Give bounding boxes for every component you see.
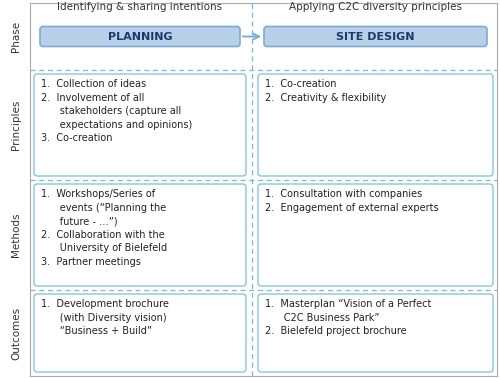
FancyBboxPatch shape xyxy=(34,184,246,286)
FancyBboxPatch shape xyxy=(40,26,240,46)
FancyBboxPatch shape xyxy=(34,74,246,176)
Text: 1.  Workshops/Series of
      events (“Planning the
      future - …”)
2.  Colla: 1. Workshops/Series of events (“Planning… xyxy=(41,189,167,267)
FancyArrowPatch shape xyxy=(243,34,259,39)
Text: 1.  Collection of ideas
2.  Involvement of all
      stakeholders (capture all
 : 1. Collection of ideas 2. Involvement of… xyxy=(41,79,192,143)
FancyBboxPatch shape xyxy=(258,74,493,176)
FancyBboxPatch shape xyxy=(258,184,493,286)
FancyBboxPatch shape xyxy=(264,26,487,46)
Text: Principles: Principles xyxy=(11,100,21,150)
FancyBboxPatch shape xyxy=(258,294,493,372)
Text: PLANNING: PLANNING xyxy=(108,31,172,42)
Text: 1.  Consultation with companies
2.  Engagement of external experts: 1. Consultation with companies 2. Engage… xyxy=(265,189,438,212)
Text: Applying C2C diversity principles: Applying C2C diversity principles xyxy=(289,2,462,12)
Text: Outcomes: Outcomes xyxy=(11,307,21,359)
Text: 1.  Development brochure
      (with Diversity vision)
      “Business + Build”: 1. Development brochure (with Diversity … xyxy=(41,299,169,336)
Text: Identifying & sharing intentions: Identifying & sharing intentions xyxy=(58,2,222,12)
FancyBboxPatch shape xyxy=(34,294,246,372)
Text: 1.  Co-creation
2.  Creativity & flexibility: 1. Co-creation 2. Creativity & flexibili… xyxy=(265,79,386,102)
Text: 1.  Masterplan “Vision of a Perfect
      C2C Business Park”
2.  Bielefeld proje: 1. Masterplan “Vision of a Perfect C2C B… xyxy=(265,299,432,336)
Text: SITE DESIGN: SITE DESIGN xyxy=(336,31,415,42)
Text: Phase: Phase xyxy=(11,21,21,52)
Text: Methods: Methods xyxy=(11,213,21,257)
